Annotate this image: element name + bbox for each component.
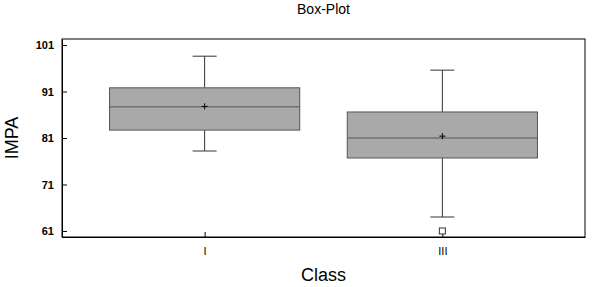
whisker-cap-max — [430, 70, 454, 71]
y-tick: 81 — [42, 132, 67, 144]
y-tick-label: 71 — [42, 178, 54, 190]
mean-marker — [202, 103, 208, 109]
y-axis-title: IMPA — [2, 117, 22, 160]
upper-whisker — [204, 56, 205, 88]
boxes — [110, 56, 538, 234]
plot: 61718191101IIII — [36, 39, 586, 257]
x-axis: IIII — [63, 232, 586, 257]
y-tick-mark — [62, 184, 67, 185]
lower-whisker — [204, 130, 205, 151]
y-tick-label: 61 — [42, 225, 54, 237]
x-tick-label: III — [438, 245, 447, 257]
y-tick-label: 81 — [42, 132, 54, 144]
box-group — [347, 70, 537, 234]
y-tick-mark — [62, 92, 67, 93]
x-axis-line — [63, 237, 586, 238]
upper-whisker — [442, 70, 443, 112]
box-group — [110, 56, 300, 151]
outlier — [439, 228, 445, 234]
mean-marker — [439, 133, 445, 139]
box — [110, 88, 300, 130]
y-tick-label: 91 — [42, 86, 54, 98]
chart: 61718191101IIIIBox-PlotClassIMPA — [0, 0, 600, 287]
whisker-cap-min — [430, 217, 454, 218]
whisker-cap-min — [193, 151, 217, 152]
x-tick: I — [204, 232, 207, 257]
y-tick-mark — [62, 231, 67, 232]
x-tick-mark — [205, 232, 206, 237]
whisker-cap-max — [193, 56, 217, 57]
y-tick-mark — [62, 138, 67, 139]
title: Box-Plot — [297, 1, 350, 17]
y-tick: 71 — [42, 178, 67, 190]
y-tick: 91 — [42, 86, 67, 98]
lower-whisker — [442, 158, 443, 217]
y-tick-label: 101 — [36, 39, 54, 51]
x-axis-title: Class — [301, 265, 346, 285]
y-tick-mark — [62, 45, 67, 46]
box — [347, 112, 537, 158]
x-tick: III — [438, 232, 447, 257]
y-axis: 61 71 81 91 101 — [36, 39, 67, 237]
y-tick: 61 — [42, 225, 67, 237]
x-tick-label: I — [204, 245, 207, 257]
y-tick: 101 — [36, 39, 67, 51]
plot-frame — [62, 39, 585, 237]
